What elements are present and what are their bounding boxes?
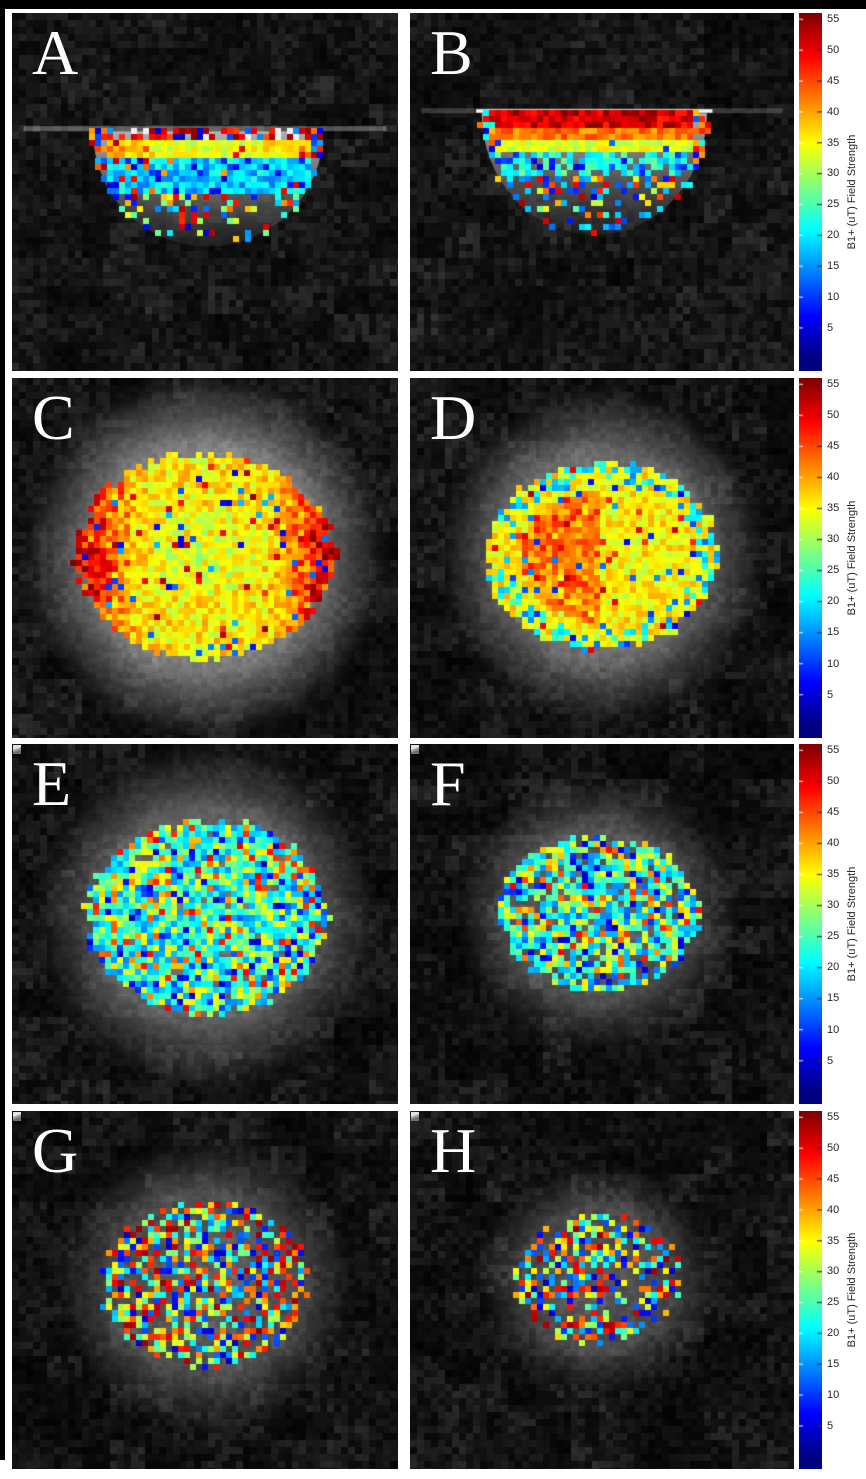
colorbar-tick-label: 45	[827, 440, 840, 453]
panel-c-image	[12, 378, 398, 738]
colorbar-tick-label: 5	[827, 1419, 834, 1432]
panel-row-4: G H 55 50 45 40 35 30 25 20 15 10 5 B1+ (uT) Field…	[0, 1111, 866, 1469]
colorbar-tick-label: 15	[827, 626, 840, 639]
colorbar-gradient	[799, 378, 822, 738]
colorbar-gradient	[799, 1111, 822, 1469]
colorbar-tick-label: 35	[827, 1234, 840, 1247]
panel-f-image	[410, 744, 794, 1104]
colorbar-row-2: 55 50 45 40 35 30 25 20 15 10 5 B1+ (uT) Field Str…	[799, 378, 866, 738]
panel-b-label: B	[430, 17, 473, 88]
colorbar-tick-label: 20	[827, 961, 840, 974]
colorbar-tick-label: 35	[827, 136, 840, 149]
panel-h-image	[410, 1111, 794, 1469]
colorbar-row-4: 55 50 45 40 35 30 25 20 15 10 5 B1+ (uT) Field Str…	[799, 1111, 866, 1469]
colorbar-axis-label: B1+ (uT) Field Strength	[846, 500, 858, 616]
panel-f-label: F	[430, 748, 466, 819]
colorbar-tick-label: 15	[827, 260, 840, 273]
colorbar-tick-label: 5	[827, 321, 834, 334]
corner-marker-icon	[13, 745, 21, 754]
colorbar-tick-label: 30	[827, 533, 840, 546]
colorbar-row-1: 55 50 45 40 35 30 25 20 15 10 5 B1+ (uT) Field Str…	[799, 13, 866, 371]
colorbar-tick-label: 20	[827, 1327, 840, 1340]
panel-a: A	[12, 13, 398, 371]
panel-d-label: D	[430, 382, 477, 453]
colorbar-axis-label: B1+ (uT) Field Strength	[846, 134, 858, 250]
panel-b-image	[410, 13, 794, 371]
colorbar-tick-label: 50	[827, 775, 840, 788]
colorbar-tick-label: 30	[827, 167, 840, 180]
panel-b: B	[410, 13, 794, 371]
colorbar-tick-label: 25	[827, 198, 840, 211]
panel-e-image	[12, 744, 398, 1104]
colorbar-gradient	[799, 13, 822, 371]
colorbar-tick-label: 40	[827, 1203, 840, 1216]
colorbar-tick-label: 55	[827, 1111, 840, 1124]
colorbar-tick-label: 40	[827, 105, 840, 118]
colorbar-tick-label: 55	[827, 378, 840, 391]
panel-g-label: G	[32, 1115, 79, 1186]
panel-row-1: A B 55 50 45 40 35 30 25 20 15 10 5 B1+ (uT) Field…	[0, 13, 866, 371]
colorbar-tick-label: 50	[827, 409, 840, 422]
colorbar-tick-label: 45	[827, 806, 840, 819]
colorbar-tick-label: 40	[827, 837, 840, 850]
colorbar-tick-label: 25	[827, 1296, 840, 1309]
colorbar-tick-label: 30	[827, 1265, 840, 1278]
corner-marker-icon	[411, 745, 419, 754]
panel-row-3: E F 55 50 45 40 35 30 25 20 15 10 5 B1+ (uT) Field…	[0, 744, 866, 1104]
colorbar-tick-label: 20	[827, 229, 840, 242]
panel-a-label: A	[32, 17, 79, 88]
corner-marker-icon	[411, 1112, 419, 1121]
panel-a-image	[12, 13, 398, 371]
colorbar-axis-label: B1+ (uT) Field Strength	[846, 866, 858, 982]
colorbar-tick-label: 10	[827, 1388, 840, 1401]
colorbar-tick-label: 30	[827, 899, 840, 912]
corner-marker-icon	[13, 1112, 21, 1121]
panel-h-label: H	[430, 1115, 477, 1186]
panel-g-image	[12, 1111, 398, 1469]
colorbar-tick-label: 10	[827, 1023, 840, 1036]
colorbar-tick-label: 45	[827, 74, 840, 87]
colorbar-tick-label: 35	[827, 502, 840, 515]
colorbar-axis-label: B1+ (uT) Field Strength	[846, 1232, 858, 1348]
panel-d: D	[410, 378, 794, 738]
colorbar-tick-label: 35	[827, 868, 840, 881]
panel-row-2: C D 55 50 45 40 35 30 25 20 15 10 5 B1+ (uT) Field…	[0, 378, 866, 738]
colorbar-tick-label: 25	[827, 564, 840, 577]
colorbar-tick-label: 5	[827, 1054, 834, 1067]
colorbar-tick-label: 10	[827, 657, 840, 670]
panel-f: F	[410, 744, 794, 1104]
panel-g: G	[12, 1111, 398, 1469]
colorbar-gradient	[799, 744, 822, 1104]
colorbar-tick-label: 5	[827, 688, 834, 701]
colorbar-tick-label: 55	[827, 13, 840, 26]
window-border-top	[0, 0, 866, 9]
panel-d-image	[410, 378, 794, 738]
colorbar-tick-label: 55	[827, 744, 840, 757]
colorbar-tick-label: 50	[827, 44, 840, 57]
panel-c: C	[12, 378, 398, 738]
panel-h: H	[410, 1111, 794, 1469]
colorbar-tick-label: 45	[827, 1172, 840, 1185]
colorbar-tick-label: 25	[827, 930, 840, 943]
colorbar-row-3: 55 50 45 40 35 30 25 20 15 10 5 B1+ (uT) Field Str…	[799, 744, 866, 1104]
panel-c-label: C	[32, 382, 75, 453]
colorbar-tick-label: 15	[827, 992, 840, 1005]
colorbar-tick-label: 40	[827, 471, 840, 484]
window-border-left	[0, 9, 5, 1460]
colorbar-tick-label: 15	[827, 1358, 840, 1371]
colorbar-tick-label: 50	[827, 1142, 840, 1155]
panel-e: E	[12, 744, 398, 1104]
colorbar-tick-label: 20	[827, 595, 840, 608]
panel-e-label: E	[32, 748, 72, 819]
colorbar-tick-label: 10	[827, 290, 840, 303]
